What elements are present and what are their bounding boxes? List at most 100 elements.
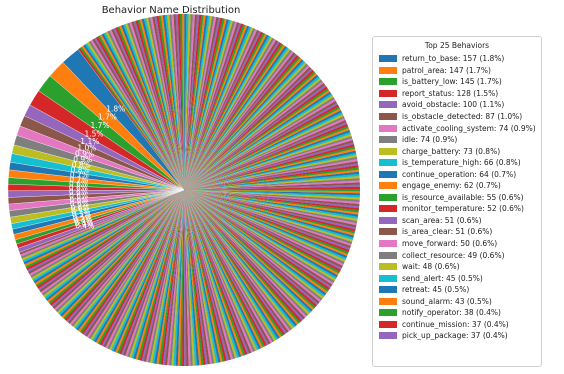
pie-slice-minor [184,81,324,190]
pie-slice-minor [99,190,184,346]
pie-slice-minor [162,190,184,365]
pie-slice-minor [72,190,184,328]
pie-slice-minor [101,190,184,347]
pie-slice-minor [184,190,315,311]
pie-slice-minor [101,33,184,190]
pie-slice-minor [83,44,184,190]
legend-label: send_alert: 45 (0.5%) [402,273,483,283]
pie-slice-minor [184,86,328,190]
pie-slice-minor [49,190,185,306]
pie-slice-minor [184,113,344,190]
pie-slice-minor [184,190,350,253]
pie-slice-minor [85,190,184,337]
pie-chart: 1.8%1.7%1.7%1.5%1.1%1.0%0.9%0.9%0.8%0.8%… [7,13,361,367]
pie-slice-minor [184,35,271,190]
pie-slice-minor [79,190,184,334]
pie-slice-minor [184,190,349,255]
pie-slice-minor [184,140,354,190]
pie-slice-minor [23,190,185,265]
pie-slice-minor [137,19,184,190]
legend-swatch [379,193,397,201]
pie-slice-minor [40,190,185,295]
legend-swatch [379,297,397,305]
legend-entry: continue_mission: 37 (0.4%) [379,319,535,331]
pie-slice-minor [184,190,357,230]
pie-slice-minor [60,190,184,317]
minor-wedges-group [19,13,361,367]
pie-slice-minor [184,190,303,323]
pie-slice-minor [184,30,262,190]
legend-entry: is_resource_available: 55 (0.6%) [379,192,535,204]
legend-entry: continue_operation: 64 (0.7%) [379,168,535,180]
pie-slice-minor [184,190,301,324]
pie-slice-minor [184,190,358,224]
pie-slice-minor [184,190,240,358]
legend-swatch [379,240,397,248]
pie-slice-minor [24,190,184,267]
pie-slice-minor [184,190,236,360]
pie-slice-minor [184,190,342,270]
pie-slice-minor [184,190,348,259]
legend-label: retreat: 45 (0.5%) [402,285,470,295]
pie-slice-minor [184,106,340,190]
pie-slice-minor [184,17,223,190]
pie-slice-minor [133,20,184,190]
pie-slice-label: 0.6% [69,184,88,193]
pie-slice-minor [88,40,184,190]
legend-label: sound_alarm: 43 (0.5%) [402,296,492,306]
pie-slice-minor [135,190,184,360]
pie-slice-minor [68,190,184,324]
pie-slice-minor [184,29,258,190]
pie-slice-minor [184,63,309,190]
pie-slice-minor [184,190,329,292]
pie-slice-minor [184,190,334,285]
pie-slice-minor [184,59,304,190]
pie-slice-minor [117,26,184,191]
pie-slice-minor [184,190,340,274]
pie-slice-minor [129,22,184,191]
pie-slice-minor [145,190,184,363]
legend-label: avoid_obstacle: 100 (1.1%) [402,100,505,110]
pie-slice-minor [107,30,184,190]
pie-slice-minor [45,190,185,301]
pie-slice-minor [184,55,299,190]
pie-slice-minor [184,190,360,204]
pie-slice-minor [184,43,284,191]
pie-slice-minor [184,48,291,190]
pie-slice-minor [184,16,219,190]
pie-slice-minor [26,190,184,271]
pie-slice-minor [184,190,326,297]
pie-slice-minor [184,190,360,211]
pie-slice-label: 0.7% [69,175,88,184]
pie-slice-minor [74,190,184,330]
pie-slice-minor [184,52,296,191]
legend-swatch [379,228,397,236]
pie-slice-minor [133,190,184,360]
pie-slice-minor [105,190,184,349]
legend-entry: is_battery_low: 145 (1.7%) [379,76,535,88]
pie-slice-minor [184,190,336,282]
pie-slice-minor [184,135,353,190]
pie-slice-minor [147,190,184,363]
pie-slice-minor [184,190,347,261]
pie-slice-label: 0.6% [69,180,88,189]
legend-swatch [379,332,397,340]
pie-slice-minor [184,45,287,191]
legend-label: scan_area: 51 (0.6%) [402,215,482,225]
pie-slice-minor [115,190,184,353]
pie-slice-minor [184,23,244,190]
pie-slice-minor [169,190,184,366]
legend-swatch [379,182,397,190]
legend-entry: idle: 74 (0.9%) [379,134,535,146]
pie-slice-minor [184,190,306,320]
pie-slice-minor [184,31,264,190]
pie-slice-minor [81,190,184,335]
legend-entry: send_alert: 45 (0.5%) [379,272,535,284]
legend-label: is_resource_available: 55 (0.6%) [402,192,524,202]
pie-slice-minor [184,190,284,337]
pie-slice-minor [184,190,289,333]
pie-slice-minor [184,121,348,190]
pie-slice-label: 1.7% [91,121,110,130]
pie-slice-minor [184,190,357,228]
pie-slice-minor [184,190,318,307]
